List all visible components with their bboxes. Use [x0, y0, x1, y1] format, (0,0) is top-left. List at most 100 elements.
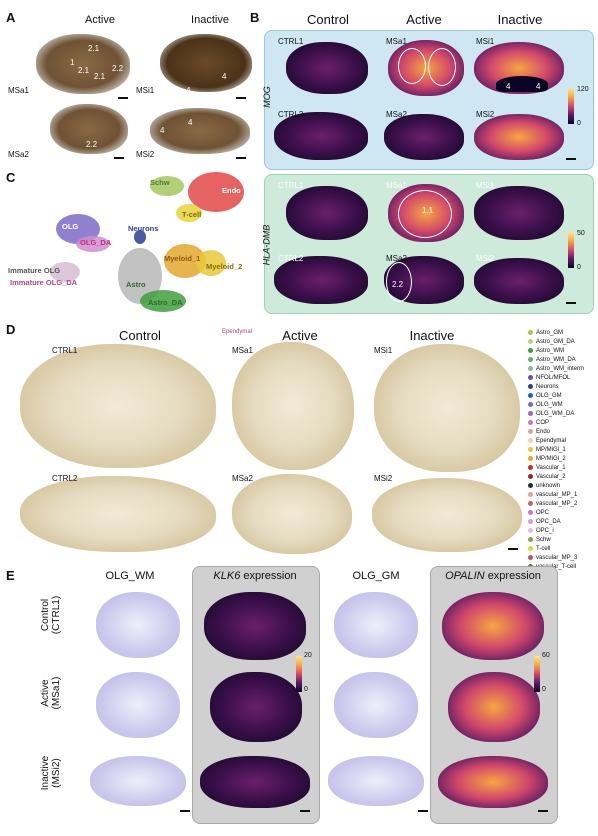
umap-cluster-neurons	[134, 230, 146, 244]
cluster-label: Neurons	[128, 224, 159, 233]
sample-label: CTRL2	[52, 474, 78, 483]
legend-swatch	[528, 465, 533, 470]
colorbar-min: 0	[542, 686, 546, 693]
cluster-label: Immature OLG_DA	[10, 278, 78, 287]
sample-label: MSi2	[374, 474, 393, 483]
sample-label: CTRL2	[278, 110, 304, 119]
umap-cluster-immature-olg	[50, 262, 80, 282]
legend-label: Astro_GM_DA	[536, 339, 575, 346]
heatmap-ctrl1-mog	[286, 42, 368, 94]
tissue-image-msi2	[150, 108, 250, 154]
legend-swatch	[528, 375, 533, 380]
legend-swatch	[528, 384, 533, 389]
legend-label: OPC_i	[536, 528, 554, 535]
legend-swatch	[528, 474, 533, 479]
region-annotation: 4	[506, 82, 511, 91]
sample-label: MSa2	[8, 150, 29, 159]
legend-item: Astro_WM	[528, 348, 564, 354]
sample-label: MSi1	[476, 37, 495, 46]
cell-map-msa2	[232, 474, 352, 554]
colorbar-klk6	[296, 656, 302, 692]
opalin-map-msa1	[448, 672, 540, 742]
legend-label: vascular_T-cell	[536, 564, 577, 571]
heatmap-msa2-mog	[384, 114, 464, 160]
sample-label: MSi2	[476, 254, 495, 263]
region-annotation: 4	[536, 82, 541, 91]
cluster-label: Immature OLG	[8, 266, 61, 275]
lesion-outline	[398, 190, 452, 238]
region-annotation: 1.1	[422, 206, 434, 215]
legend-item: OLG_GM	[528, 393, 562, 399]
legend-label: Vascular_2	[536, 474, 566, 481]
cluster-label: Endo	[222, 186, 241, 195]
colorbar-min: 0	[577, 264, 581, 271]
legend-item: Astro_GM	[528, 330, 563, 336]
olg-wm-map-msa1	[96, 672, 180, 738]
olg-wm-map-msi2	[90, 756, 186, 806]
sample-label: MSi1	[136, 86, 155, 95]
colorbar-max: 120	[577, 86, 589, 93]
panel-d-header-control: Control	[119, 328, 161, 343]
legend-swatch	[528, 492, 533, 497]
region-annotation: 4	[186, 86, 191, 95]
legend-swatch	[528, 402, 533, 407]
lesion-outline	[398, 48, 426, 84]
cluster-label: OLG_DA	[80, 238, 112, 247]
legend-item: OLG_WM	[528, 402, 563, 408]
col-header-olg-wm: OLG_WM	[105, 570, 155, 582]
sample-label: MSi1	[374, 346, 393, 355]
sample-label: CTRL1	[278, 181, 304, 190]
lesion-outline	[428, 48, 456, 86]
legend-swatch	[528, 528, 533, 533]
gene-name: KLK6	[213, 570, 241, 582]
legend-swatch	[528, 420, 533, 425]
legend-item: Astro_WM_interm	[528, 366, 584, 372]
legend-swatch	[528, 330, 533, 335]
sample-label: MSi2	[136, 150, 155, 159]
cluster-label: T-cell	[182, 210, 202, 219]
panel-d-header-active: Active	[282, 328, 318, 343]
cell-map-ctrl1	[20, 344, 216, 468]
sample-label: MSi1	[476, 181, 495, 190]
panel-a-header-active: Active	[85, 14, 115, 26]
legend-item: COP	[528, 420, 549, 426]
legend-swatch	[528, 546, 533, 551]
region-annotation: 2.2	[112, 64, 124, 73]
legend-item: Astro_WM_DA	[528, 357, 576, 363]
col-header-olg-gm: OLG_GM	[352, 570, 400, 582]
legend-swatch	[528, 501, 533, 506]
legend-swatch	[528, 411, 533, 416]
cell-type-legend: Astro_GM Astro_GM_DA Astro_WM Astro_WM_DA As…	[528, 330, 596, 574]
sample-label: MSa2	[386, 110, 407, 119]
legend-item: OLG_WM_DA	[528, 411, 574, 417]
legend-label: Ependymal	[536, 438, 567, 445]
legend-swatch	[528, 447, 533, 452]
row-label-inactive: Inactive (MSi2)	[40, 755, 62, 791]
olg-wm-map-ctrl1	[96, 592, 180, 658]
olg-gm-map-ctrl1	[334, 592, 418, 658]
cluster-label: Astro	[126, 280, 146, 289]
olg-gm-map-msi2	[328, 756, 424, 806]
colorbar-max: 50	[577, 230, 585, 237]
umap-cluster-schw	[150, 176, 184, 196]
legend-item: T-cell	[528, 546, 550, 552]
colorbar-opalin	[534, 656, 540, 692]
legend-label: OPC	[536, 510, 550, 517]
scale-bar	[236, 97, 246, 99]
lesion-outline	[386, 262, 412, 302]
gene-name: OPALIN	[445, 570, 485, 582]
cell-map-msi1	[374, 344, 520, 472]
panel-b-header-control: Control	[307, 12, 349, 27]
panel-d-header-inactive: Inactive	[409, 328, 455, 343]
legend-label: unknown	[536, 483, 561, 490]
row-label-active: Active (MSa1)	[40, 676, 62, 710]
legend-item: OPC_DA	[528, 519, 561, 525]
colorbar-min: 0	[577, 120, 581, 127]
sample-label: CTRL1	[52, 346, 78, 355]
legend-label: Endo	[536, 429, 551, 436]
legend-label: COP	[536, 420, 550, 427]
umap-cluster-astro-da	[140, 290, 186, 312]
legend-item: vascular_MP_1	[528, 492, 577, 498]
legend-swatch	[528, 483, 533, 488]
scale-bar	[508, 548, 518, 550]
